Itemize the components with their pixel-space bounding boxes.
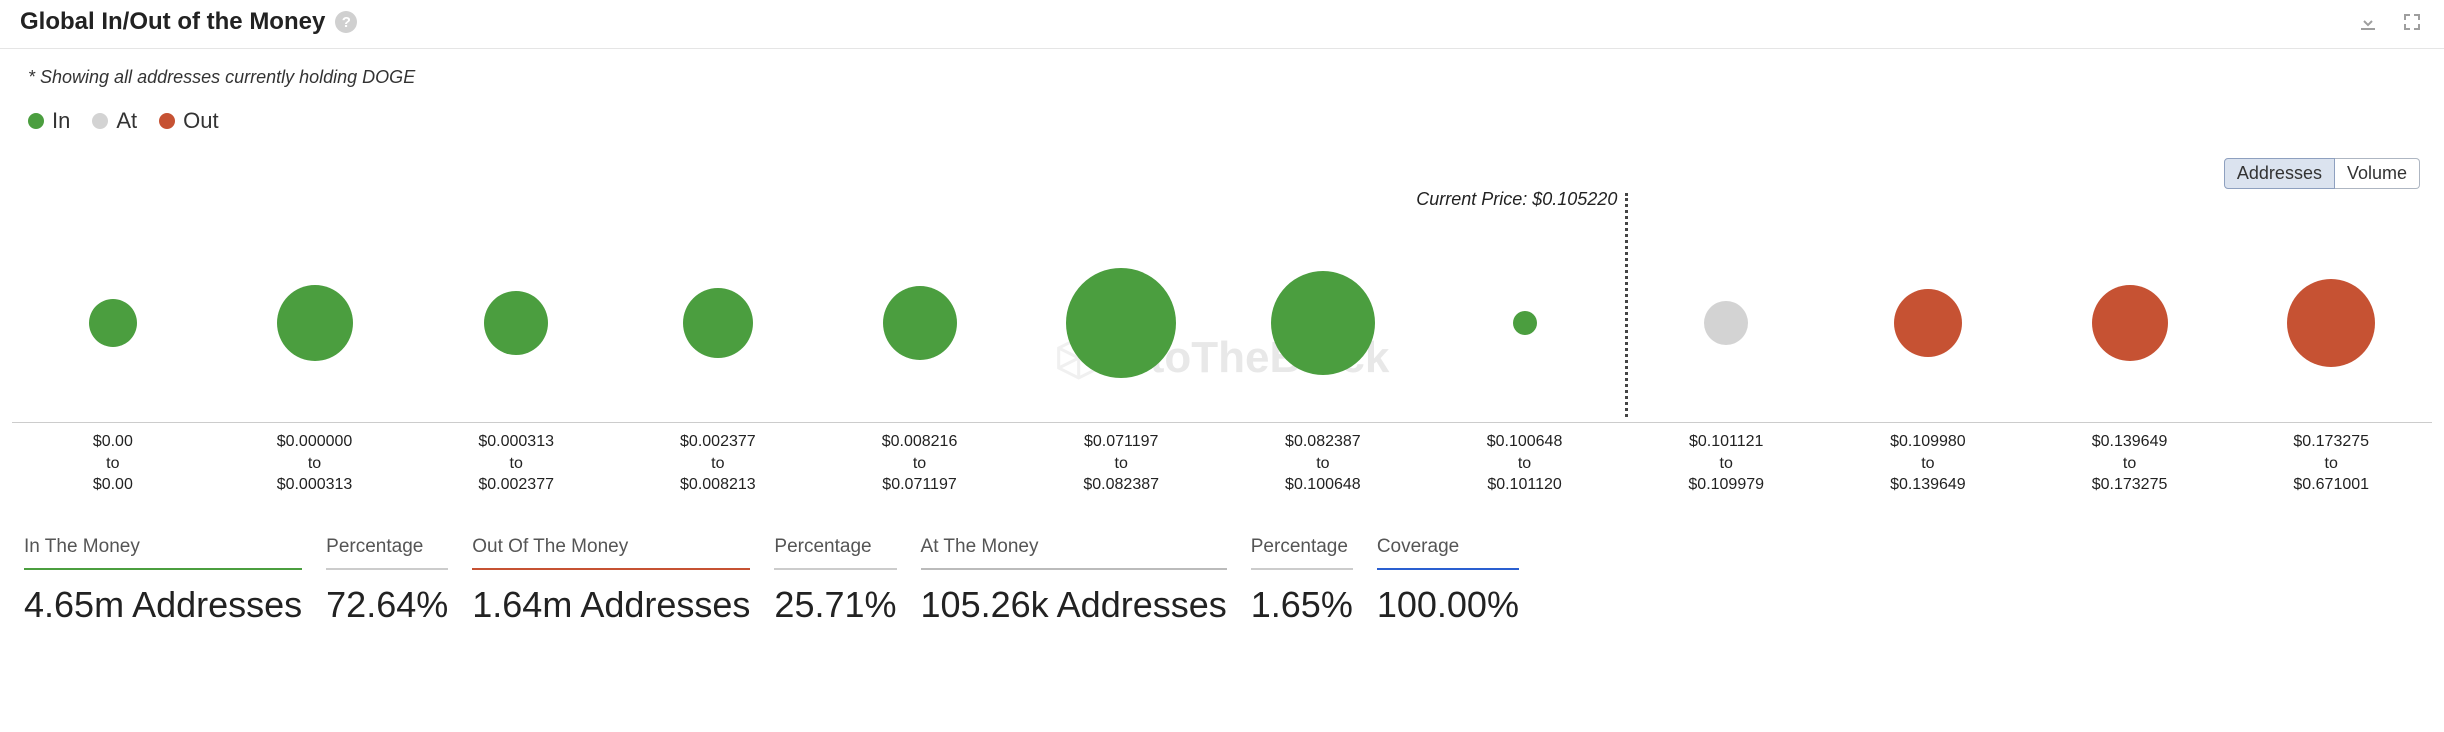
- bubble-slot: [214, 223, 416, 422]
- current-price-label: Current Price: $0.105220: [1416, 189, 1617, 210]
- x-axis-label: $0.008216to$0.071197: [819, 431, 1021, 496]
- stat-underline: [472, 568, 750, 570]
- help-icon[interactable]: ?: [335, 11, 357, 33]
- legend-label-at: At: [116, 108, 137, 134]
- legend-label-in: In: [52, 108, 70, 134]
- expand-icon[interactable]: [2400, 10, 2424, 34]
- stat-label: Out Of The Money: [472, 536, 750, 562]
- bubble[interactable]: [883, 286, 957, 360]
- bubble-slot: [1222, 223, 1424, 422]
- stat-label: Coverage: [1377, 536, 1519, 562]
- stat-value: 105.26k Addresses: [921, 576, 1227, 626]
- bubble-slot: [12, 223, 214, 422]
- bubble[interactable]: [683, 288, 753, 358]
- x-axis-label: $0.100648to$0.101120: [1424, 431, 1626, 496]
- stat-value: 4.65m Addresses: [24, 576, 302, 626]
- stat-in-the-money: In The Money 4.65m Addresses: [24, 536, 302, 626]
- bubble[interactable]: [1894, 289, 1962, 357]
- bubble[interactable]: [89, 299, 137, 347]
- panel-title: Global In/Out of the Money: [20, 8, 325, 36]
- stat-value: 100.00%: [1377, 576, 1519, 626]
- bubble-slot: [1424, 223, 1626, 422]
- summary-stats: In The Money 4.65m Addresses Percentage …: [0, 496, 2444, 646]
- metric-toggle: Addresses Volume: [2224, 158, 2420, 189]
- bubble[interactable]: [1066, 268, 1176, 378]
- legend-item-in[interactable]: In: [28, 108, 70, 134]
- toggle-addresses-button[interactable]: Addresses: [2224, 158, 2335, 189]
- legend-swatch-in: [28, 113, 44, 129]
- stat-underline: [774, 568, 896, 570]
- stat-out-pct: Percentage 25.71%: [774, 536, 896, 626]
- stat-label: Percentage: [1251, 536, 1353, 562]
- bubble-row: [12, 223, 2432, 423]
- legend-item-at[interactable]: At: [92, 108, 137, 134]
- subtitle-note: * Showing all addresses currently holdin…: [0, 49, 2444, 88]
- legend: In At Out: [0, 88, 2444, 134]
- stat-label: Percentage: [774, 536, 896, 562]
- legend-swatch-at: [92, 113, 108, 129]
- stat-underline: [921, 568, 1227, 570]
- stat-at-pct: Percentage 1.65%: [1251, 536, 1353, 626]
- bubble[interactable]: [2092, 285, 2168, 361]
- x-axis-label: $0.00to$0.00: [12, 431, 214, 496]
- x-axis-label: $0.071197to$0.082387: [1020, 431, 1222, 496]
- stat-coverage: Coverage 100.00%: [1377, 536, 1519, 626]
- stat-underline: [326, 568, 448, 570]
- bubble-chart: Current Price: $0.105220 IntoTheBlock $0…: [0, 189, 2444, 496]
- x-axis-label: $0.000000to$0.000313: [214, 431, 416, 496]
- legend-item-out[interactable]: Out: [159, 108, 218, 134]
- x-axis-labels: $0.00to$0.00$0.000000to$0.000313$0.00031…: [12, 431, 2432, 496]
- stat-label: In The Money: [24, 536, 302, 562]
- bubble-slot: [2230, 223, 2432, 422]
- legend-label-out: Out: [183, 108, 218, 134]
- stat-out-of-the-money: Out Of The Money 1.64m Addresses: [472, 536, 750, 626]
- bubble-slot: [2029, 223, 2231, 422]
- stat-underline: [1251, 568, 1353, 570]
- x-axis-label: $0.109980to$0.139649: [1827, 431, 2029, 496]
- stat-value: 25.71%: [774, 576, 896, 626]
- stat-in-pct: Percentage 72.64%: [326, 536, 448, 626]
- legend-swatch-out: [159, 113, 175, 129]
- bubble[interactable]: [277, 285, 353, 361]
- bubble[interactable]: [484, 291, 548, 355]
- stat-underline: [24, 568, 302, 570]
- stat-label: Percentage: [326, 536, 448, 562]
- x-axis-label: $0.101121to$0.109979: [1625, 431, 1827, 496]
- x-axis-label: $0.000313to$0.002377: [415, 431, 617, 496]
- x-axis-label: $0.139649to$0.173275: [2029, 431, 2231, 496]
- bubble-slot: [1827, 223, 2029, 422]
- bubble-slot: [1020, 223, 1222, 422]
- bubble-slot: [819, 223, 1021, 422]
- stat-value: 1.64m Addresses: [472, 576, 750, 626]
- x-axis-label: $0.002377to$0.008213: [617, 431, 819, 496]
- bubble[interactable]: [2287, 279, 2375, 367]
- bubble-slot: [617, 223, 819, 422]
- bubble[interactable]: [1704, 301, 1748, 345]
- stat-label: At The Money: [921, 536, 1227, 562]
- download-icon[interactable]: [2356, 10, 2380, 34]
- x-axis-label: $0.173275to$0.671001: [2230, 431, 2432, 496]
- stat-at-the-money: At The Money 105.26k Addresses: [921, 536, 1227, 626]
- bubble-slot: [415, 223, 617, 422]
- bubble-slot: [1625, 223, 1827, 422]
- panel-header: Global In/Out of the Money ?: [0, 0, 2444, 49]
- stat-value: 1.65%: [1251, 576, 1353, 626]
- bubble[interactable]: [1271, 271, 1375, 375]
- stat-value: 72.64%: [326, 576, 448, 626]
- x-axis-label: $0.082387to$0.100648: [1222, 431, 1424, 496]
- stat-underline: [1377, 568, 1519, 570]
- toggle-volume-button[interactable]: Volume: [2335, 158, 2420, 189]
- bubble[interactable]: [1513, 311, 1537, 335]
